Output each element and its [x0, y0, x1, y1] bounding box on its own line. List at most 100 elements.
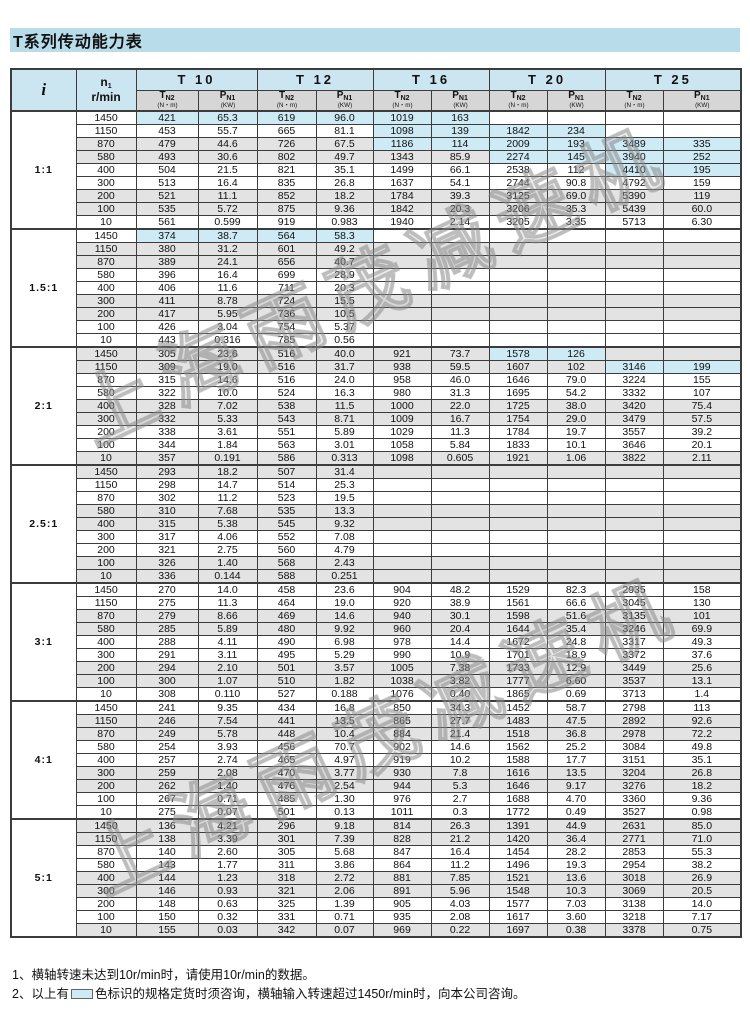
value-cell: 443: [135, 333, 199, 348]
input-speed-cell: 100: [75, 202, 137, 216]
value-cell: [546, 530, 606, 544]
table-row: 300 411 8.78 724 15.5: [11, 294, 742, 308]
value-cell: 113: [662, 700, 742, 715]
input-speed-cell: 10: [75, 451, 137, 466]
value-cell: 1521: [488, 871, 548, 885]
value-cell: 601: [256, 242, 317, 256]
value-cell: [488, 556, 548, 570]
value-cell: 470: [256, 766, 317, 780]
value-cell: 1.06: [546, 451, 606, 466]
value-cell: 13.5: [315, 714, 374, 728]
table-row: 1150 380 31.2 601 49.2: [11, 242, 742, 256]
value-cell: 305: [135, 346, 199, 361]
value-cell: [430, 320, 490, 334]
value-cell: 20.1: [662, 438, 742, 452]
value-cell: 311: [256, 858, 317, 872]
value-cell: 73.7: [430, 346, 490, 361]
value-cell: 935: [372, 910, 432, 924]
value-cell: 9.92: [315, 622, 374, 636]
value-cell: [372, 530, 432, 544]
value-cell: 1842: [372, 202, 432, 216]
value-cell: 501: [256, 805, 317, 820]
value-cell: 847: [372, 845, 432, 859]
value-cell: [604, 569, 664, 584]
value-cell: [430, 543, 490, 557]
input-speed-cell: 200: [75, 425, 137, 439]
value-cell: 25.6: [662, 661, 742, 675]
value-cell: [604, 281, 664, 295]
value-cell: 19.3: [546, 858, 606, 872]
value-cell: [372, 242, 432, 256]
value-cell: 3.60: [546, 910, 606, 924]
value-cell: [604, 530, 664, 544]
value-cell: 3557: [604, 425, 664, 439]
value-cell: 516: [256, 373, 317, 387]
col-subheader-pn1: PN1 (KW): [546, 89, 606, 112]
table-row: 580 254 3.93 456 70.7 902 14.6 1562 25.2 3084 49.8: [11, 740, 742, 754]
value-cell: 11.2: [197, 491, 258, 505]
input-speed-cell: 400: [75, 871, 137, 885]
table-row: 200 148 0.63 325 1.39 905 4.03 1577 7.03 3138 14.0: [11, 897, 742, 911]
value-cell: 0.599: [197, 215, 258, 230]
ratio-cell-1_5-1: 1.5:1: [10, 228, 77, 348]
value-cell: 1697: [488, 923, 548, 938]
value-cell: 4410: [604, 163, 664, 177]
value-cell: 4792: [604, 176, 664, 190]
ratio-cell-2-1: 2:1: [10, 346, 77, 466]
table-row: 200 321 2.75 560 4.79: [11, 543, 742, 557]
value-cell: 336: [135, 569, 199, 584]
value-cell: [546, 464, 606, 479]
value-cell: [372, 517, 432, 531]
value-cell: [604, 124, 664, 138]
value-cell: 7.54: [197, 714, 258, 728]
input-speed-cell: 870: [75, 491, 137, 505]
value-cell: [372, 320, 432, 334]
table-row: 4:1 1450 241 9.35 434 16.8 850 34.3 1452 58.7 2798…: [10, 700, 742, 820]
value-cell: 3332: [604, 386, 664, 400]
table-row: 100 267 0.71 485 1.30 976 2.7 1688 4.70 3360 9.36: [11, 792, 742, 806]
value-cell: 2.72: [315, 871, 374, 885]
value-cell: 293: [135, 464, 199, 479]
value-cell: [488, 464, 548, 479]
value-cell: [662, 255, 742, 269]
input-speed-cell: 400: [75, 281, 137, 295]
value-cell: 55.3: [662, 845, 742, 859]
value-cell: 1186: [372, 137, 432, 151]
value-cell: 275: [135, 596, 199, 610]
value-cell: [546, 320, 606, 334]
value-cell: [488, 110, 548, 125]
value-cell: 3713: [604, 687, 664, 702]
value-cell: 3489: [604, 137, 664, 151]
value-cell: 44.9: [546, 818, 606, 833]
input-speed-cell: 400: [75, 753, 137, 767]
value-cell: [546, 569, 606, 584]
value-cell: 27.7: [430, 714, 490, 728]
footnote-1: 1、横轴转速未达到10r/min时，请使用10r/min的数据。: [12, 966, 748, 984]
page-title: T系列传动能力表: [10, 28, 740, 52]
value-cell: [488, 517, 548, 531]
value-cell: 5.89: [197, 622, 258, 636]
value-cell: 976: [372, 792, 432, 806]
input-speed-cell: 1450: [75, 346, 137, 361]
value-cell: 24.0: [315, 373, 374, 387]
value-cell: 1701: [488, 648, 548, 662]
value-cell: 1548: [488, 884, 548, 898]
value-cell: 0.605: [430, 451, 490, 466]
value-cell: 2978: [604, 727, 664, 741]
value-cell: 310: [135, 504, 199, 518]
input-speed-cell: 1450: [75, 464, 137, 479]
value-cell: 3246: [604, 622, 664, 636]
value-cell: 0.22: [430, 923, 490, 938]
value-cell: 3.93: [197, 740, 258, 754]
input-speed-cell: 10: [75, 215, 137, 230]
value-cell: [604, 478, 664, 492]
input-speed-cell: 1450: [75, 228, 137, 243]
value-cell: 35.3: [546, 202, 606, 216]
value-cell: 318: [256, 871, 317, 885]
value-cell: 163: [430, 110, 490, 125]
value-cell: 19.0: [197, 360, 258, 374]
value-cell: [546, 543, 606, 557]
value-cell: 1646: [488, 779, 548, 793]
value-cell: [488, 491, 548, 505]
table-row: 10 275 0.07 501 0.13 1011 0.3 1772 0.49 3527 0.98: [11, 805, 742, 820]
